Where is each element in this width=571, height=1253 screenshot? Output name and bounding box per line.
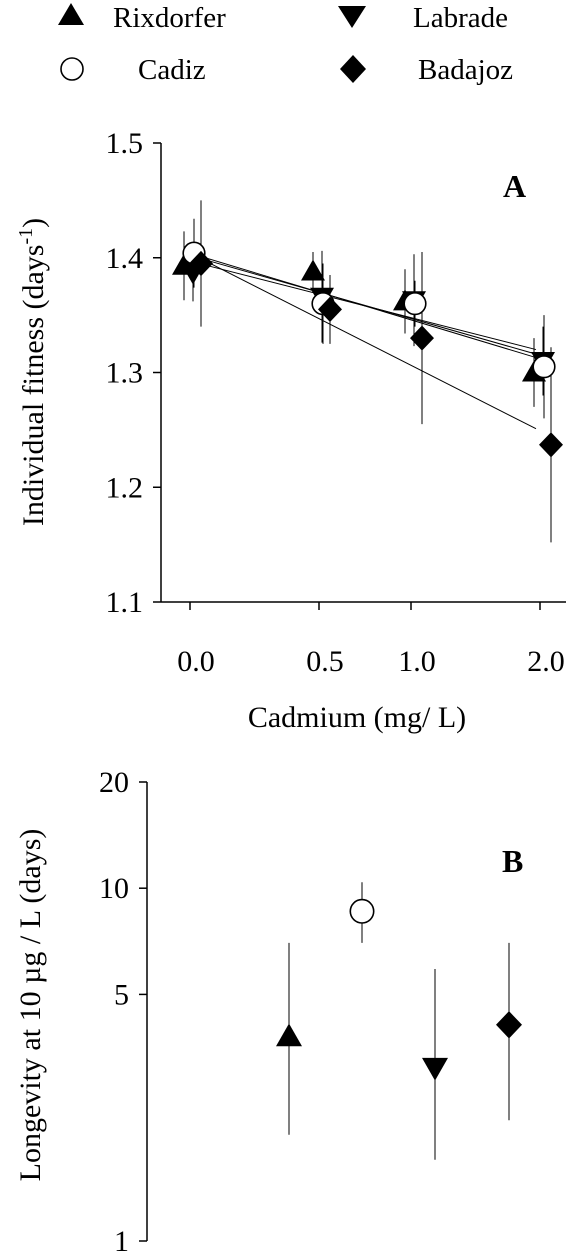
panel-b-y-tick-label: 1 xyxy=(114,1225,129,1253)
panel-b-y-tick-label: 5 xyxy=(114,978,129,1011)
legend-label-cadiz: Cadiz xyxy=(138,54,206,86)
legend-marker-badajoz xyxy=(340,55,366,83)
panel-a-y-tick-label: 1.1 xyxy=(106,586,144,619)
panel-a-y-tick-label: 1.4 xyxy=(106,242,144,275)
panel-a: 1.1 1.2 1.3 1.4 1.5 0.0 0.5 1.0 2.0 A Cadmium (… xyxy=(15,127,566,734)
panel-b: 1 5 10 20 B Longevity at 10 µg / L (days) xyxy=(14,766,523,1253)
panel-a-letter: A xyxy=(503,168,526,204)
panel-a-y-axis-title-superscript: -1 xyxy=(15,228,37,245)
panel-a-y-axis-title: Individual fitness (days-1) xyxy=(15,218,50,526)
panel-b-point-badajoz xyxy=(496,1011,522,1039)
panel-a-point-badajoz xyxy=(318,296,342,322)
panel-b-point-rixdorfer xyxy=(276,1023,302,1047)
legend-marker-rixdorfer xyxy=(58,3,84,25)
panel-a-point-badajoz xyxy=(189,250,213,277)
legend-marker-labrade xyxy=(338,6,366,28)
panel-a-x-tick-label: 2.0 xyxy=(527,645,565,678)
panel-b-y-tick-label: 10 xyxy=(99,872,129,905)
panel-a-y-tick-label: 1.3 xyxy=(106,357,144,390)
panel-b-y-ticks: 1 5 10 20 xyxy=(99,766,147,1253)
panel-a-axes xyxy=(160,143,566,603)
panel-b-letter: B xyxy=(502,843,523,879)
legend-label-badajoz: Badajoz xyxy=(418,54,513,86)
panel-a-x-axis-title: Cadmium (mg/ L) xyxy=(248,701,466,734)
panel-a-fit-line-badajoz xyxy=(189,252,537,430)
panel-a-point-badajoz xyxy=(539,432,563,458)
panel-a-y-axis-title-main: Individual fitness (days xyxy=(17,245,50,527)
panel-a-data xyxy=(172,200,563,543)
legend-label-labrade: Labrade xyxy=(413,2,508,34)
panel-a-point-cadiz xyxy=(532,355,556,379)
panel-a-point-badajoz xyxy=(410,325,434,351)
panel-a-fit-line-cadiz xyxy=(189,252,537,359)
panel-a-fit-line-labrade xyxy=(189,254,537,355)
panel-a-y-axis-title-close: ) xyxy=(17,218,50,228)
panel-b-point-labrade xyxy=(422,1057,448,1081)
panel-b-y-axis-title: Longevity at 10 µg / L (days) xyxy=(14,829,47,1182)
panel-b-data xyxy=(276,882,522,1160)
panel-a-y-tick-label: 1.5 xyxy=(106,127,144,160)
panel-b-point-cadiz xyxy=(349,898,375,924)
panel-a-x-tick-label: 1.0 xyxy=(398,645,436,678)
panel-a-point-cadiz xyxy=(403,292,427,316)
panel-a-y-tick-label: 1.2 xyxy=(106,471,144,504)
panel-a-y-ticks: 1.1 1.2 1.3 1.4 1.5 xyxy=(106,127,161,619)
legend-label-rixdorfer: Rixdorfer xyxy=(113,2,226,34)
legend: Rixdorfer Labrade Cadiz Badajoz xyxy=(58,2,513,86)
panel-a-x-ticks: 0.0 0.5 1.0 2.0 xyxy=(177,602,565,678)
panel-a-x-tick-label: 0.0 xyxy=(177,645,215,678)
panel-b-y-tick-label: 20 xyxy=(99,766,129,799)
panel-a-x-tick-label: 0.5 xyxy=(306,645,344,678)
panel-a-point-rixdorfer xyxy=(301,259,325,281)
legend-marker-cadiz xyxy=(60,57,84,81)
